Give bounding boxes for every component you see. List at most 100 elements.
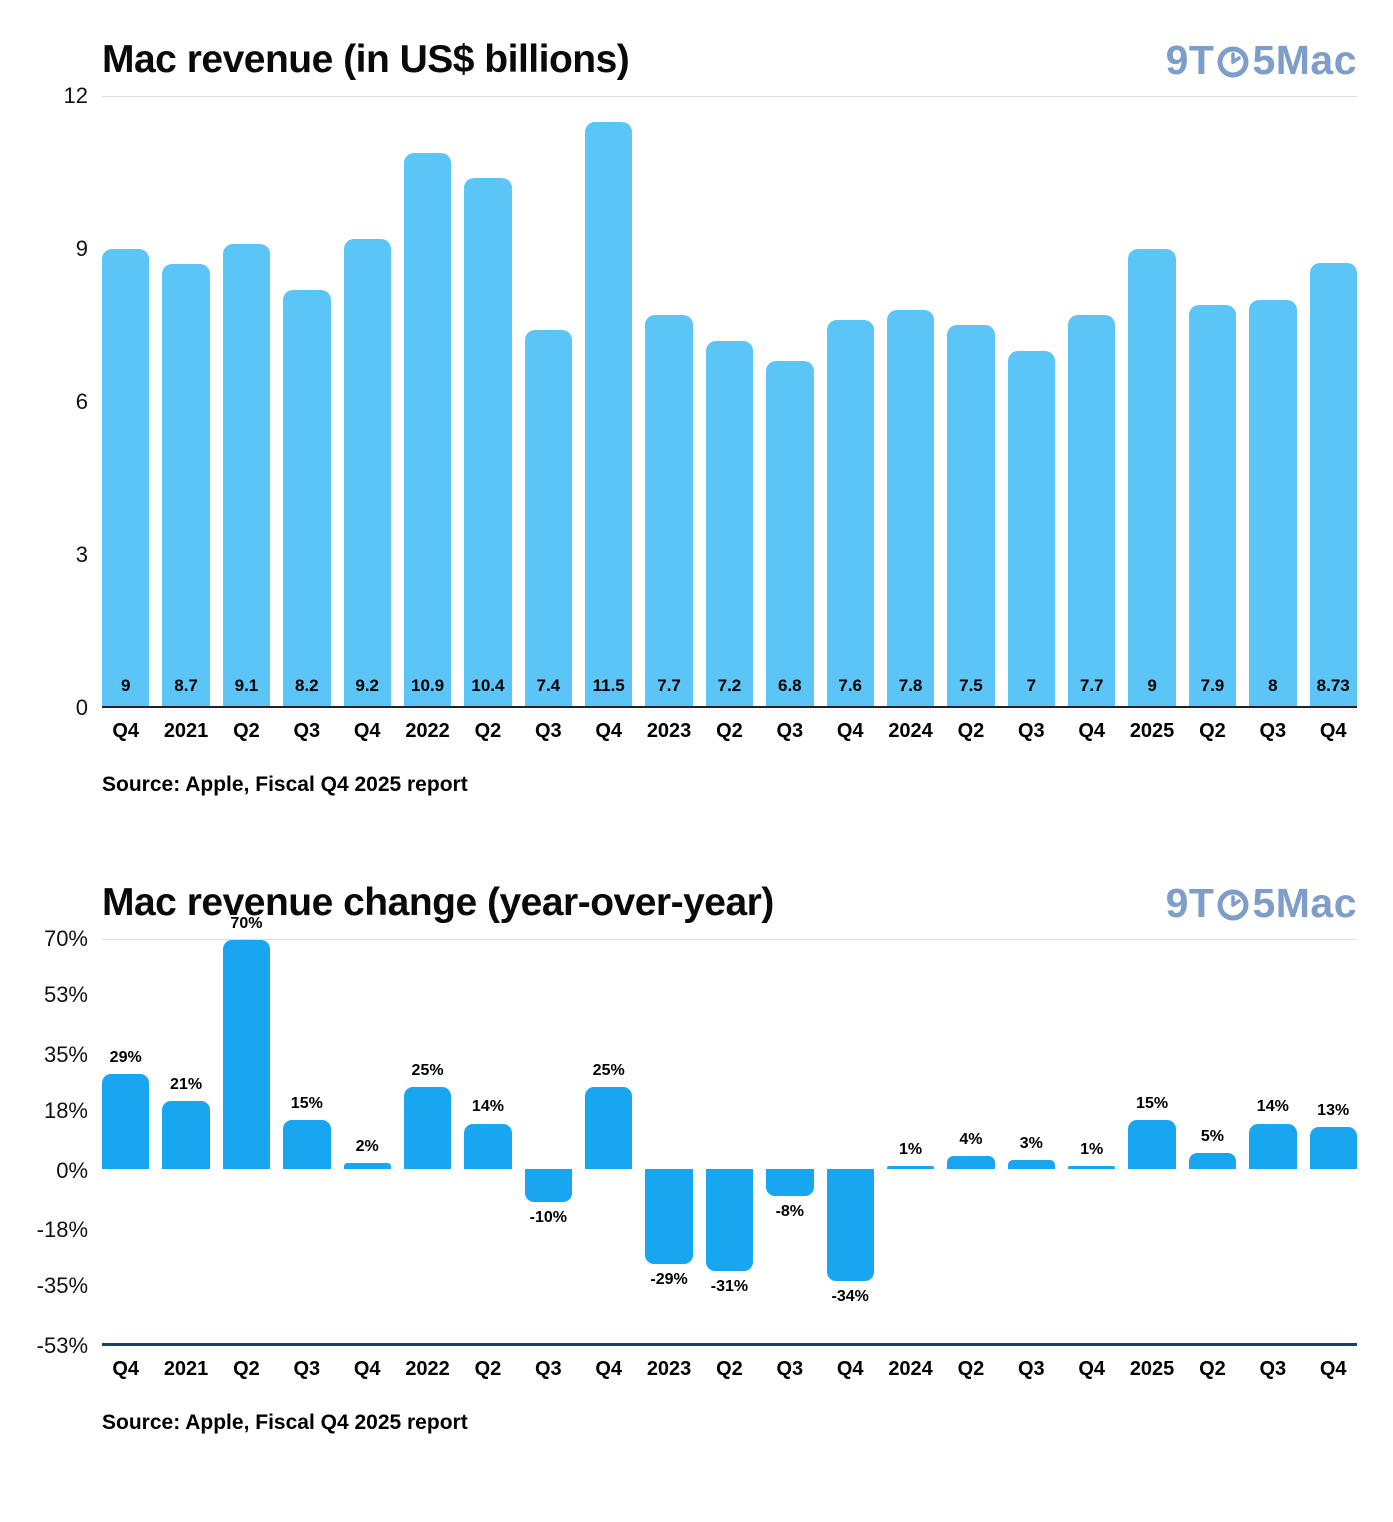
bar-value-label: 7.5 xyxy=(959,676,983,695)
bar-value-label: 5% xyxy=(1200,1127,1224,1145)
bar-slot-Q4: 25% xyxy=(585,940,633,1343)
chart-header: Mac revenue change (year-over-year) 9T 5… xyxy=(102,881,1357,925)
bars: 29% 21% 70% 15% 2% 25% 14% -10% 25% -29% -31% -8% -3… xyxy=(102,915,1357,1343)
bars: 9 8.7 9.1 8.2 9.2 10.9 10.4 7.4 11.5 7.7 7.2 6.8 7.6… xyxy=(102,97,1357,706)
x-tick-label: Q2 xyxy=(233,720,260,742)
bar-value-label: 10.9 xyxy=(411,676,445,695)
x-tick-label: Q4 xyxy=(112,720,140,742)
y-tick-label: 53% xyxy=(43,982,88,1008)
bar-slot-2024: 1% xyxy=(886,940,935,1343)
bar-2023: 7.7 xyxy=(645,315,693,706)
bar-Q4 xyxy=(343,1162,391,1170)
bar-Q2: 9.1 xyxy=(222,244,271,706)
bar-Q4 xyxy=(102,1074,150,1170)
x-tick-label: 2023 xyxy=(646,1358,692,1380)
x-tick-label: Q2 xyxy=(1199,720,1226,742)
x-tick-label: 2025 xyxy=(1129,1358,1175,1380)
x-tick-label: Q2 xyxy=(1199,1358,1226,1380)
bar-Q3 xyxy=(283,1120,331,1170)
bar-slot-Q4: 1% xyxy=(1068,940,1116,1343)
bar-value-label: 29% xyxy=(109,1049,142,1067)
bar-2021 xyxy=(162,1100,210,1170)
x-tick-label: Q3 xyxy=(1017,1358,1045,1380)
logo-text-left: 9T xyxy=(1165,880,1215,926)
x-tick-label: Q4 xyxy=(1319,1358,1347,1380)
clock-icon xyxy=(1215,886,1251,922)
bar-slot-Q2: 70% xyxy=(222,915,271,1343)
bar-2022 xyxy=(403,1087,452,1170)
bar-2024: 7.8 xyxy=(886,310,935,706)
bar-Q3 xyxy=(1007,1159,1055,1170)
bar-value-label: 2% xyxy=(355,1137,379,1155)
bar-slot-Q4: -34% xyxy=(826,940,874,1343)
bar-value-label: 9 xyxy=(120,676,131,695)
x-tick-label: Q4 xyxy=(112,1358,140,1380)
bar-Q2 xyxy=(464,1123,512,1170)
bar-slot-Q2: 5% xyxy=(1188,940,1237,1343)
y-axis: 70% 53% 35% 18% 0% -18% -35% -53% xyxy=(36,926,102,1358)
bar-Q3: 7.4 xyxy=(524,330,572,706)
bar-Q3: 8 xyxy=(1249,300,1297,706)
bar-slot-Q2: 4% xyxy=(947,940,995,1343)
bar-value-label: 8.2 xyxy=(294,676,319,695)
x-tick-label: Q3 xyxy=(776,720,804,742)
logo-9to5mac: 9T 5Mac xyxy=(1166,40,1357,81)
x-tick-label: 2021 xyxy=(163,1358,209,1380)
y-tick-label: 3 xyxy=(75,542,88,567)
x-tick-label: Q4 xyxy=(595,720,623,742)
bar-value-label: 7.7 xyxy=(657,676,681,695)
bar-Q4 xyxy=(826,1169,874,1281)
bar-slot-2025: 15% xyxy=(1128,940,1176,1343)
chart-title: Mac revenue change (year-over-year) xyxy=(102,881,774,924)
source-note: Source: Apple, Fiscal Q4 2025 report xyxy=(102,1411,468,1434)
x-tick-label: Q4 xyxy=(595,1358,623,1380)
bar-slot-Q3: -8% xyxy=(766,940,814,1343)
bar-Q2 xyxy=(222,940,271,1170)
bar-value-label: 21% xyxy=(170,1075,203,1093)
x-tick-label: Q3 xyxy=(776,1358,804,1380)
x-tick-label: 2022 xyxy=(405,720,450,742)
plot: 70% 53% 35% 18% 0% -18% -35% -53% 29% 21% 70% 15% 2… xyxy=(36,915,1357,1358)
x-tick-label: Q4 xyxy=(836,720,864,742)
bar-value-label: -8% xyxy=(775,1202,805,1220)
y-tick-label: -53% xyxy=(36,1333,88,1358)
bar-Q2 xyxy=(1188,1152,1237,1170)
y-axis: 12 9 6 3 0 xyxy=(36,83,102,720)
logo-text-right: 5Mac xyxy=(1252,37,1357,83)
bar-Q2: 10.4 xyxy=(464,178,512,706)
x-tick-label: Q4 xyxy=(836,1358,864,1380)
bar-Q4: 8.73 xyxy=(1309,262,1357,706)
y-tick-label: 0 xyxy=(75,695,88,720)
bar-Q4: 7.6 xyxy=(826,320,874,706)
bar-value-label: 11.5 xyxy=(592,676,625,695)
bar-Q4 xyxy=(1068,1166,1116,1170)
x-tick-label: Q3 xyxy=(293,1358,321,1380)
chart-header: Mac revenue (in US$ billions) 9T 5Mac xyxy=(102,38,1357,82)
y-tick-label: 6 xyxy=(75,389,88,414)
x-tick-label: Q2 xyxy=(957,720,985,742)
mac-revenue-change-chart: Mac revenue change (year-over-year) 9T 5… xyxy=(0,881,1393,1435)
bar-Q4: 7.7 xyxy=(1068,315,1116,706)
bar-2025: 9 xyxy=(1128,249,1176,706)
bar-Q3 xyxy=(766,1169,814,1196)
bar-value-label: 7.7 xyxy=(1079,676,1104,695)
x-tick-label: Q3 xyxy=(293,720,321,742)
bar-value-label: 7.8 xyxy=(898,676,923,695)
bar-2025 xyxy=(1128,1120,1176,1170)
bar-Q3 xyxy=(1249,1123,1297,1170)
bar-Q4: 9.2 xyxy=(343,239,391,706)
plot: 12 9 6 3 0 9 8.7 9.1 8.2 9.2 10.9 10.4 7.4 11.5 7.7 7.… xyxy=(36,83,1357,720)
logo-text-right: 5Mac xyxy=(1252,880,1357,926)
bar-value-label: 7 xyxy=(1026,676,1037,695)
chart-title: Mac revenue (in US$ billions) xyxy=(102,38,630,81)
bar-slot-Q2: -31% xyxy=(705,940,754,1343)
y-tick-label: 18% xyxy=(43,1098,88,1124)
x-tick-label: Q3 xyxy=(534,1358,562,1380)
x-tick-label: Q4 xyxy=(1078,1358,1106,1380)
y-tick-label: -18% xyxy=(36,1217,88,1243)
bar-slot-2023: -29% xyxy=(645,940,693,1343)
x-tick-label: Q3 xyxy=(534,720,562,742)
bar-slot-Q4: 2% xyxy=(343,940,391,1343)
y-tick-label: 70% xyxy=(43,926,88,951)
bar-slot-2021: 21% xyxy=(162,940,210,1343)
